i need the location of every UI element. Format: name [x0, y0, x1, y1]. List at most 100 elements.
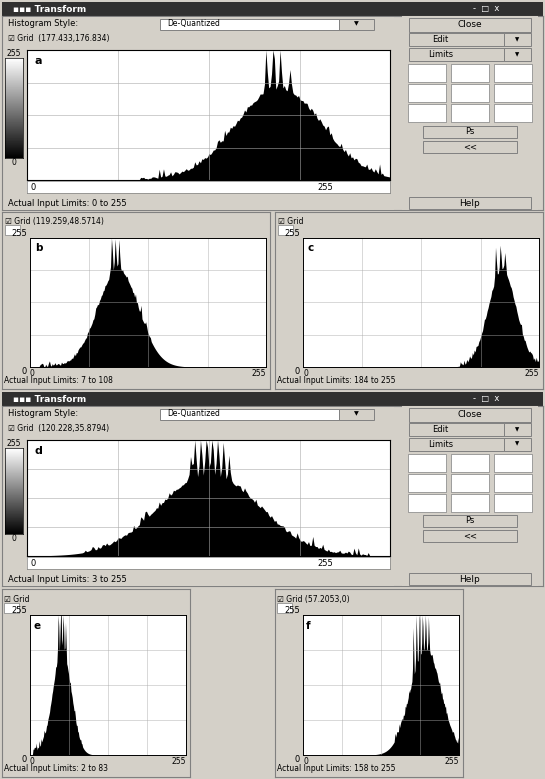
FancyBboxPatch shape	[422, 125, 517, 138]
FancyBboxPatch shape	[504, 33, 531, 46]
FancyBboxPatch shape	[494, 104, 532, 122]
FancyBboxPatch shape	[278, 225, 293, 235]
FancyBboxPatch shape	[409, 438, 504, 450]
Text: Actual Input Limits: 184 to 255: Actual Input Limits: 184 to 255	[277, 376, 396, 385]
Text: Actual Input Limits: 0 to 255: Actual Input Limits: 0 to 255	[8, 199, 126, 207]
FancyBboxPatch shape	[409, 423, 504, 436]
Text: 0: 0	[303, 369, 308, 378]
Text: ☑ Grid: ☑ Grid	[4, 594, 29, 604]
FancyBboxPatch shape	[494, 84, 532, 102]
FancyBboxPatch shape	[494, 453, 532, 471]
FancyBboxPatch shape	[160, 409, 339, 420]
Text: 255: 255	[7, 49, 21, 58]
FancyBboxPatch shape	[494, 65, 532, 83]
FancyBboxPatch shape	[277, 604, 292, 613]
Text: Histogram Style:: Histogram Style:	[8, 19, 78, 28]
Text: ▪▪▪ Transform: ▪▪▪ Transform	[13, 394, 86, 404]
FancyBboxPatch shape	[504, 48, 531, 61]
Text: ☑ Grid (57.2053,0): ☑ Grid (57.2053,0)	[277, 594, 349, 604]
FancyBboxPatch shape	[409, 197, 531, 209]
Text: Actual Input Limits: 7 to 108: Actual Input Limits: 7 to 108	[4, 376, 113, 385]
Text: Actual Input Limits: 3 to 255: Actual Input Limits: 3 to 255	[8, 574, 126, 583]
FancyBboxPatch shape	[409, 18, 531, 32]
Text: Edit: Edit	[432, 35, 449, 44]
Text: 0: 0	[30, 757, 35, 766]
Text: Actual Input Limits: 158 to 255: Actual Input Limits: 158 to 255	[277, 764, 396, 773]
Text: 0: 0	[303, 757, 308, 766]
Text: 0: 0	[31, 559, 36, 567]
Text: a: a	[34, 57, 42, 66]
Text: ▼: ▼	[515, 427, 519, 432]
FancyBboxPatch shape	[409, 48, 504, 61]
FancyBboxPatch shape	[494, 474, 532, 492]
FancyBboxPatch shape	[408, 494, 446, 512]
FancyBboxPatch shape	[408, 65, 446, 83]
Text: 255: 255	[251, 369, 266, 378]
Text: 0: 0	[11, 158, 16, 167]
Text: ▪▪▪ Transform: ▪▪▪ Transform	[13, 5, 86, 13]
Text: ☑ Grid: ☑ Grid	[278, 217, 303, 227]
FancyBboxPatch shape	[339, 19, 374, 30]
FancyBboxPatch shape	[409, 33, 504, 46]
Text: 0: 0	[11, 534, 16, 543]
FancyBboxPatch shape	[504, 438, 531, 450]
Text: 0: 0	[295, 367, 300, 376]
Text: Actual Input Limits: 2 to 83: Actual Input Limits: 2 to 83	[4, 764, 108, 773]
Text: d: d	[34, 446, 42, 456]
Text: -  □  x: - □ x	[473, 394, 499, 404]
FancyBboxPatch shape	[494, 494, 532, 512]
FancyBboxPatch shape	[160, 19, 339, 30]
Text: 0: 0	[22, 755, 27, 764]
Text: 255: 255	[11, 606, 27, 615]
Text: ▼: ▼	[515, 442, 519, 446]
Text: Help: Help	[459, 199, 480, 207]
Text: <<: <<	[463, 143, 477, 151]
Text: Limits: Limits	[428, 439, 453, 449]
FancyBboxPatch shape	[409, 573, 531, 584]
FancyBboxPatch shape	[409, 407, 531, 421]
Text: 0: 0	[22, 367, 27, 376]
Text: ☑ Grid (119.259,48.5714): ☑ Grid (119.259,48.5714)	[5, 217, 104, 227]
Text: Close: Close	[458, 410, 482, 419]
Text: b: b	[35, 243, 42, 253]
FancyBboxPatch shape	[4, 604, 19, 613]
Text: c: c	[308, 243, 314, 253]
FancyBboxPatch shape	[408, 474, 446, 492]
Text: ▼: ▼	[515, 37, 519, 42]
Text: -  □  x: - □ x	[473, 5, 499, 13]
FancyBboxPatch shape	[339, 409, 374, 420]
FancyBboxPatch shape	[451, 84, 489, 102]
FancyBboxPatch shape	[5, 225, 20, 235]
FancyBboxPatch shape	[451, 474, 489, 492]
Text: 0: 0	[31, 182, 36, 192]
Text: Close: Close	[458, 20, 482, 29]
FancyBboxPatch shape	[408, 84, 446, 102]
Text: 255: 255	[317, 182, 333, 192]
Text: Ps: Ps	[465, 127, 475, 136]
Text: 255: 255	[445, 757, 459, 766]
Text: De-Quantized: De-Quantized	[168, 409, 221, 418]
Text: <<: <<	[463, 531, 477, 540]
Text: 255: 255	[172, 757, 186, 766]
FancyBboxPatch shape	[422, 515, 517, 527]
Text: Limits: Limits	[428, 50, 453, 59]
Text: 0: 0	[30, 369, 35, 378]
FancyBboxPatch shape	[408, 104, 446, 122]
Text: ▼: ▼	[354, 411, 359, 416]
Text: ☑ Grid  (177.433,176.834): ☑ Grid (177.433,176.834)	[8, 33, 110, 43]
Text: 255: 255	[284, 606, 300, 615]
Text: Help: Help	[459, 574, 480, 583]
Text: e: e	[33, 621, 40, 630]
Text: f: f	[306, 621, 311, 630]
FancyBboxPatch shape	[451, 65, 489, 83]
FancyBboxPatch shape	[422, 141, 517, 153]
Text: Ps: Ps	[465, 516, 475, 525]
FancyBboxPatch shape	[408, 453, 446, 471]
FancyBboxPatch shape	[504, 423, 531, 436]
Text: 0: 0	[295, 755, 300, 764]
Text: De-Quantized: De-Quantized	[168, 19, 221, 28]
FancyBboxPatch shape	[422, 530, 517, 541]
Text: 255: 255	[11, 229, 27, 238]
FancyBboxPatch shape	[451, 453, 489, 471]
Text: ▼: ▼	[515, 52, 519, 57]
